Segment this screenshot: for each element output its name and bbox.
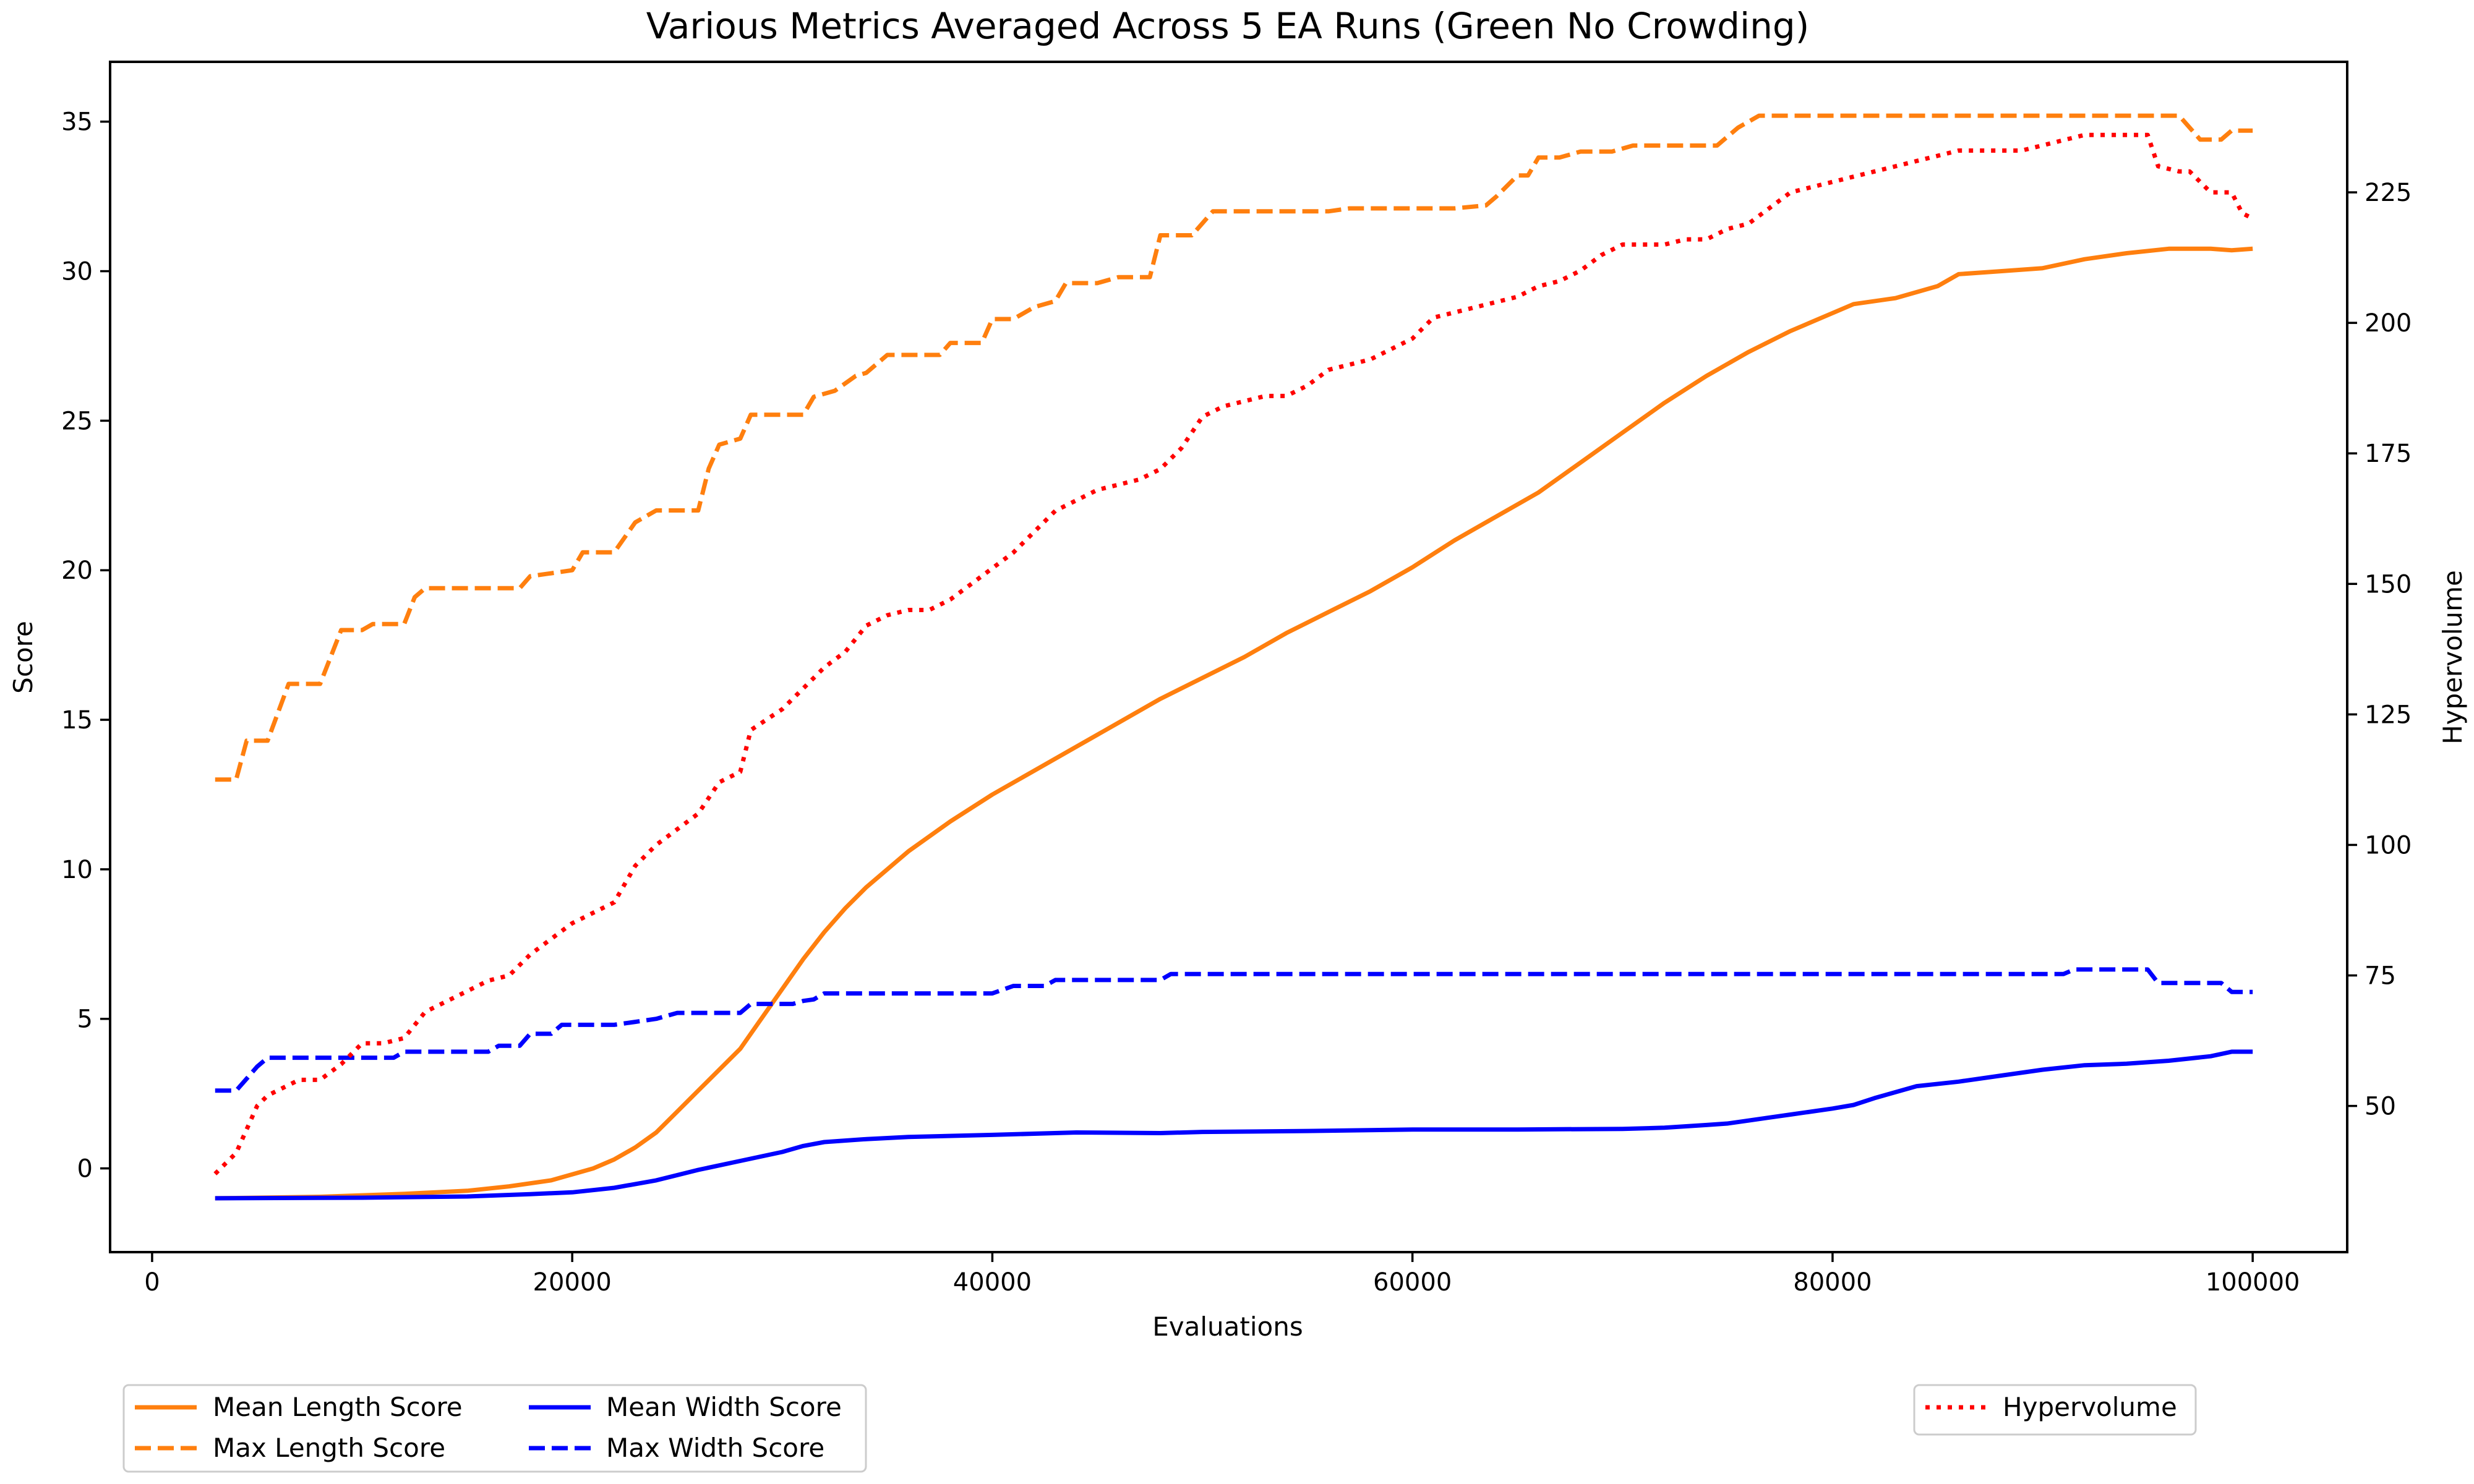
legend-label-hypervolume: Hypervolume xyxy=(2003,1392,2177,1422)
series-layer xyxy=(213,113,2254,1201)
y-axis-label: Score xyxy=(8,621,38,694)
legend-left: Mean Length Score Max Length Score Mean … xyxy=(122,1384,867,1473)
y2-tick-label: 50 xyxy=(2365,1093,2396,1121)
series-line-max-width-score xyxy=(215,967,2253,1093)
y-tick-label: 20 xyxy=(61,556,93,585)
legend-label-max-width: Max Width Score xyxy=(606,1433,824,1463)
series-line-mean-width-score xyxy=(215,1049,2253,1201)
series-line-mean-length-score xyxy=(215,246,2253,1201)
x-axis-label: Evaluations xyxy=(1152,1311,1303,1342)
y2-tick-label: 125 xyxy=(2365,701,2412,729)
x-tick-label: 20000 xyxy=(533,1268,612,1297)
y-tick-label: 30 xyxy=(61,258,93,286)
x-tick-label: 80000 xyxy=(1793,1268,1872,1297)
x-tick-label: 60000 xyxy=(1373,1268,1452,1297)
y2-tick-label: 200 xyxy=(2365,309,2412,338)
y2-tick-label: 100 xyxy=(2365,831,2412,859)
legend-label-mean-length: Mean Length Score xyxy=(213,1392,463,1422)
y-axis-right: 50 75 100 125 150 175 200 225 xyxy=(2347,179,2412,1121)
y2-tick-label: 175 xyxy=(2365,440,2412,468)
series-line-hypervolume xyxy=(213,132,2254,1175)
legend-left-frame xyxy=(122,1384,867,1473)
legend-right-frame xyxy=(1913,1384,2197,1436)
y2-axis-label: Hypervolume xyxy=(2438,570,2468,744)
y2-tick-label: 75 xyxy=(2365,962,2396,991)
x-tick-label: 100000 xyxy=(2206,1268,2300,1297)
y2-tick-label: 150 xyxy=(2365,570,2412,599)
plot-frame xyxy=(109,61,2348,1253)
y2-tick-label: 225 xyxy=(2365,179,2412,207)
series-line-max-length-score xyxy=(215,113,2253,782)
legend-label-mean-width: Mean Width Score xyxy=(606,1392,842,1422)
x-tick-label: 40000 xyxy=(953,1268,1032,1297)
y-tick-label: 35 xyxy=(61,108,93,137)
y-tick-label: 10 xyxy=(61,856,93,884)
legend-right: Hypervolume xyxy=(1913,1384,2197,1436)
y-tick-label: 25 xyxy=(61,407,93,435)
chart-title: Various Metrics Averaged Across 5 EA Run… xyxy=(646,5,1810,47)
y-tick-label: 15 xyxy=(61,706,93,735)
y-tick-label: 5 xyxy=(77,1005,93,1034)
y-axis-left: 0 5 10 15 20 25 30 35 xyxy=(61,108,110,1183)
x-tick-label: 0 xyxy=(144,1268,160,1297)
y-tick-label: 0 xyxy=(77,1155,93,1183)
x-axis: 0 20000 40000 60000 80000 100000 xyxy=(144,1252,2300,1297)
legend-label-max-length: Max Length Score xyxy=(213,1433,445,1463)
